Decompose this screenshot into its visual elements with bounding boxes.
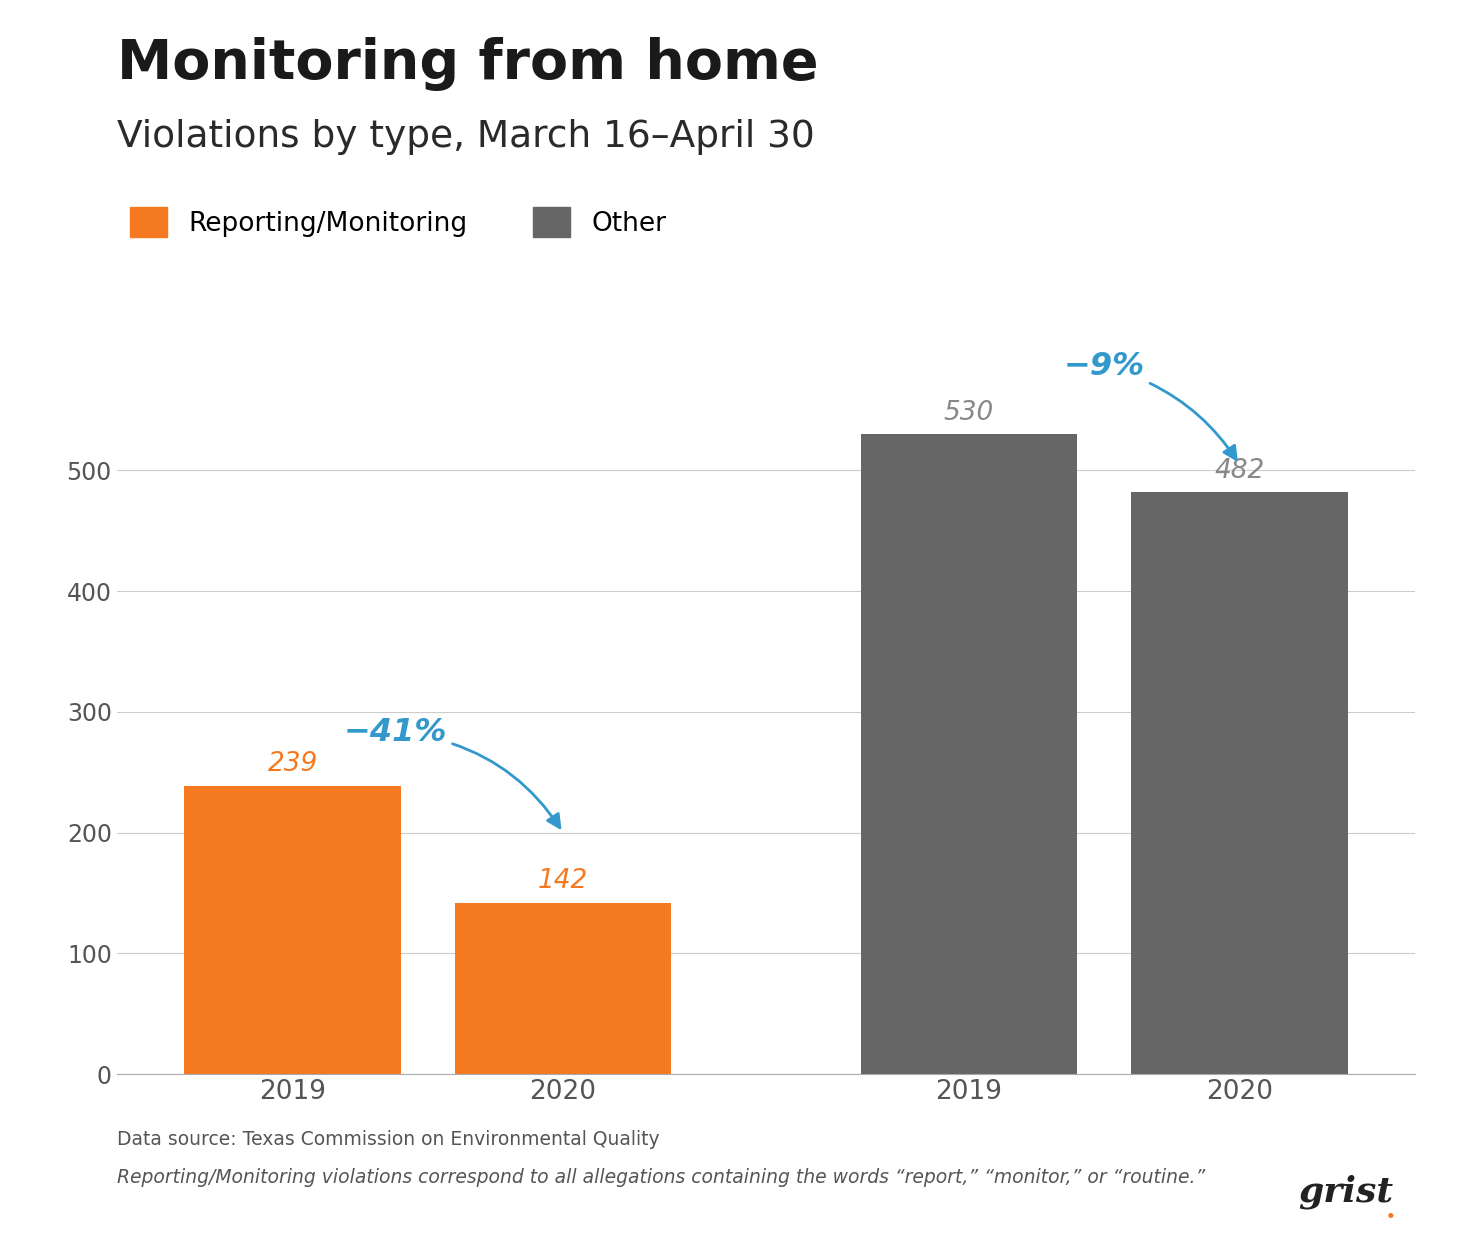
Text: 239: 239 bbox=[267, 751, 318, 777]
Text: Monitoring from home: Monitoring from home bbox=[117, 37, 818, 91]
Text: 530: 530 bbox=[944, 400, 994, 426]
Bar bbox=[861, 435, 1077, 1074]
Bar bbox=[455, 903, 671, 1074]
Text: −9%: −9% bbox=[1064, 351, 1236, 460]
Legend: Reporting/Monitoring, Other: Reporting/Monitoring, Other bbox=[130, 207, 667, 237]
Text: Reporting/Monitoring violations correspond to all allegations containing the wor: Reporting/Monitoring violations correspo… bbox=[117, 1168, 1205, 1187]
Bar bbox=[184, 786, 401, 1074]
Text: Violations by type, March 16–April 30: Violations by type, March 16–April 30 bbox=[117, 119, 814, 155]
Text: .: . bbox=[1386, 1197, 1395, 1224]
Text: Data source: Texas Commission on Environmental Quality: Data source: Texas Commission on Environ… bbox=[117, 1130, 659, 1149]
Text: 142: 142 bbox=[538, 868, 588, 894]
Text: grist: grist bbox=[1299, 1174, 1393, 1209]
Text: −41%: −41% bbox=[344, 717, 560, 828]
Text: 482: 482 bbox=[1214, 457, 1265, 483]
Bar bbox=[1131, 492, 1348, 1074]
